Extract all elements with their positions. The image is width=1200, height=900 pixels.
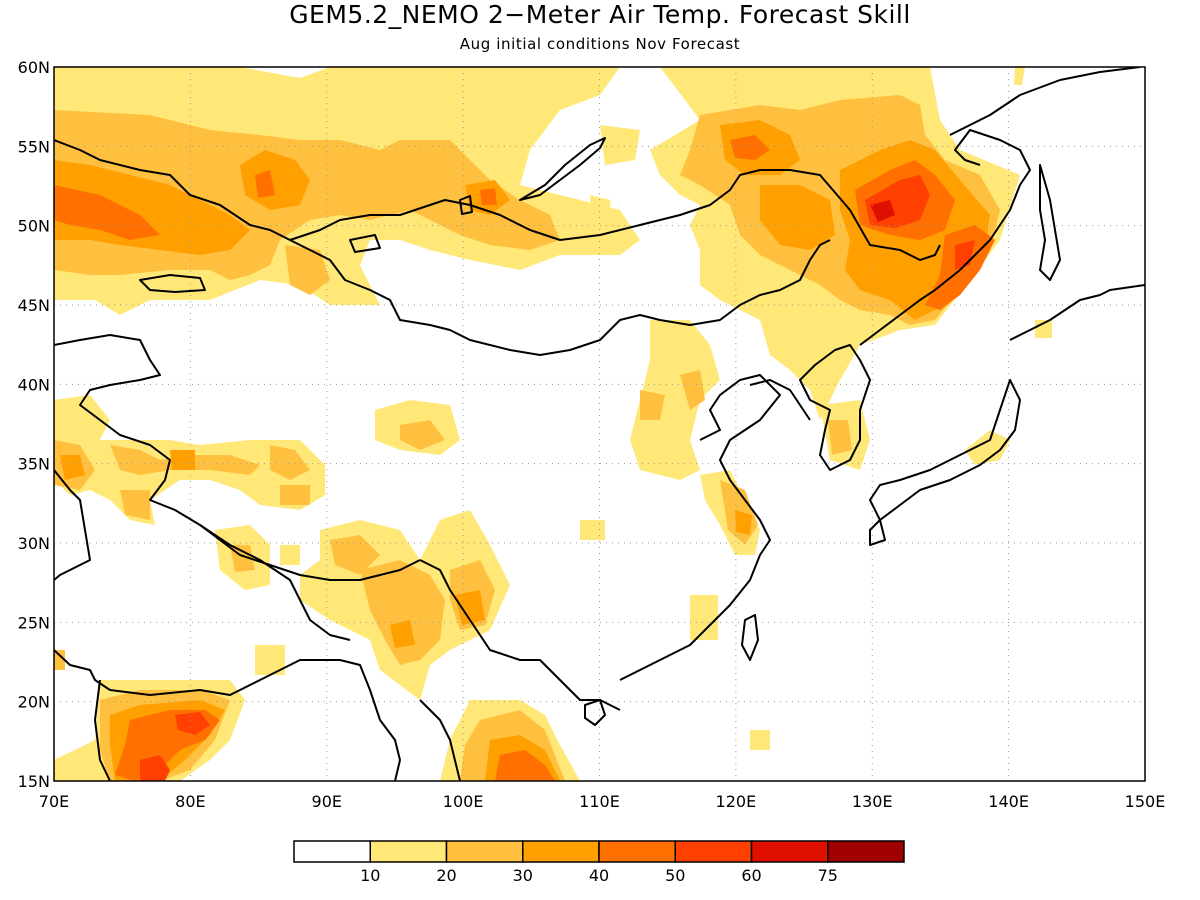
lat-tick-label: 15N bbox=[18, 772, 50, 791]
lat-tick-label: 60N bbox=[18, 58, 50, 77]
colorbar-swatch bbox=[293, 840, 371, 863]
lon-tick-label: 130E bbox=[852, 792, 893, 811]
lat-tick-label: 35N bbox=[18, 455, 50, 474]
colorbar-swatch bbox=[445, 840, 524, 863]
gridlines bbox=[54, 67, 1145, 781]
skill-level-60 bbox=[870, 200, 895, 222]
lon-tick-label: 140E bbox=[988, 792, 1029, 811]
lon-tick-label: 150E bbox=[1125, 792, 1166, 811]
map-frame bbox=[53, 66, 1146, 782]
lat-tick-label: 50N bbox=[18, 217, 50, 236]
lat-tick-label: 30N bbox=[18, 534, 50, 553]
lon-tick-label: 90E bbox=[312, 792, 342, 811]
coastlines bbox=[54, 67, 1145, 781]
lon-tick-label: 70E bbox=[39, 792, 69, 811]
lon-tick-labels: 70E 80E 90E 100E 110E 120E 130E 140E 150E bbox=[39, 792, 1166, 811]
lon-tick-label: 80E bbox=[175, 792, 205, 811]
colorbar-swatch bbox=[750, 840, 829, 863]
lat-tick-label: 40N bbox=[18, 375, 50, 394]
lat-tick-label: 25N bbox=[18, 613, 50, 632]
colorbar-label: 50 bbox=[665, 866, 685, 885]
lon-tick-label: 110E bbox=[579, 792, 620, 811]
lat-tick-label: 55N bbox=[18, 137, 50, 156]
colorbar-swatch bbox=[369, 840, 448, 863]
colorbar-swatch bbox=[522, 840, 600, 863]
colorbar-label: 60 bbox=[741, 866, 761, 885]
colorbar: 10 20 30 40 50 60 75 bbox=[293, 840, 905, 885]
lon-tick-label: 120E bbox=[716, 792, 757, 811]
skill-shading bbox=[54, 67, 1052, 781]
colorbar-label: 30 bbox=[513, 866, 533, 885]
lon-tick-label: 100E bbox=[443, 792, 484, 811]
colorbar-swatch bbox=[674, 840, 753, 863]
colorbar-label: 20 bbox=[436, 866, 456, 885]
colorbar-label: 10 bbox=[360, 866, 380, 885]
lat-tick-labels: 15N 20N 25N 30N 35N 40N 45N 50N 55N 60N bbox=[18, 58, 50, 791]
map-subtitle: Aug initial conditions Nov Forecast bbox=[459, 35, 741, 53]
lat-tick-label: 20N bbox=[18, 693, 50, 712]
colorbar-label: 40 bbox=[589, 866, 609, 885]
colorbar-swatch bbox=[598, 840, 676, 863]
lat-tick-label: 45N bbox=[18, 296, 50, 315]
colorbar-label: 75 bbox=[818, 866, 838, 885]
map-title: GEM5.2_NEMO 2−Meter Air Temp. Forecast S… bbox=[289, 0, 911, 29]
colorbar-swatch bbox=[827, 840, 905, 863]
